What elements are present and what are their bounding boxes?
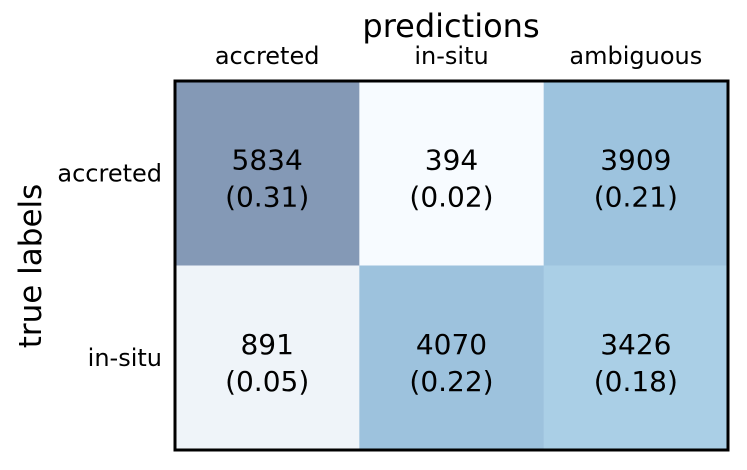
y-tick-label: accreted (57, 159, 162, 187)
heatmap-cell (543, 81, 729, 266)
heatmap-cell (543, 265, 729, 451)
x-tick-labels: accreted in-situ ambiguous (215, 42, 702, 70)
cell-count-label: 5834 (232, 143, 303, 176)
cell-count-label: 394 (425, 143, 478, 176)
heatmap-cell (359, 81, 545, 266)
cell-fraction-label: (0.18) (594, 365, 678, 398)
y-tick-label: in-situ (88, 344, 162, 372)
cell-fraction-label: (0.02) (409, 180, 493, 213)
cell-count-label: 3909 (600, 143, 671, 176)
cell-fraction-label: (0.22) (409, 365, 493, 398)
chart-title: predictions (362, 7, 539, 45)
heatmap-cells: 5834 (0.31) 394 (0.02) 3909 (0.21) 891 (0.05) 40… (175, 81, 729, 451)
heatmap-cell (175, 265, 360, 451)
heatmap-cell (359, 265, 545, 451)
matrix-border (173, 79, 730, 452)
y-tick-labels: accreted in-situ (57, 159, 162, 372)
cell-fraction-label: (0.21) (594, 180, 678, 213)
x-tick-label: accreted (215, 42, 320, 70)
x-tick-label: ambiguous (569, 42, 702, 70)
cell-count-label: 4070 (416, 328, 487, 361)
cell-count-label: 891 (240, 328, 293, 361)
x-tick-label: in-situ (414, 42, 488, 70)
cell-fraction-label: (0.31) (225, 180, 309, 213)
heatmap-cell (175, 81, 360, 266)
cell-fraction-label: (0.05) (225, 365, 309, 398)
cell-count-label: 3426 (600, 328, 671, 361)
y-axis-label: true labels (13, 184, 49, 349)
